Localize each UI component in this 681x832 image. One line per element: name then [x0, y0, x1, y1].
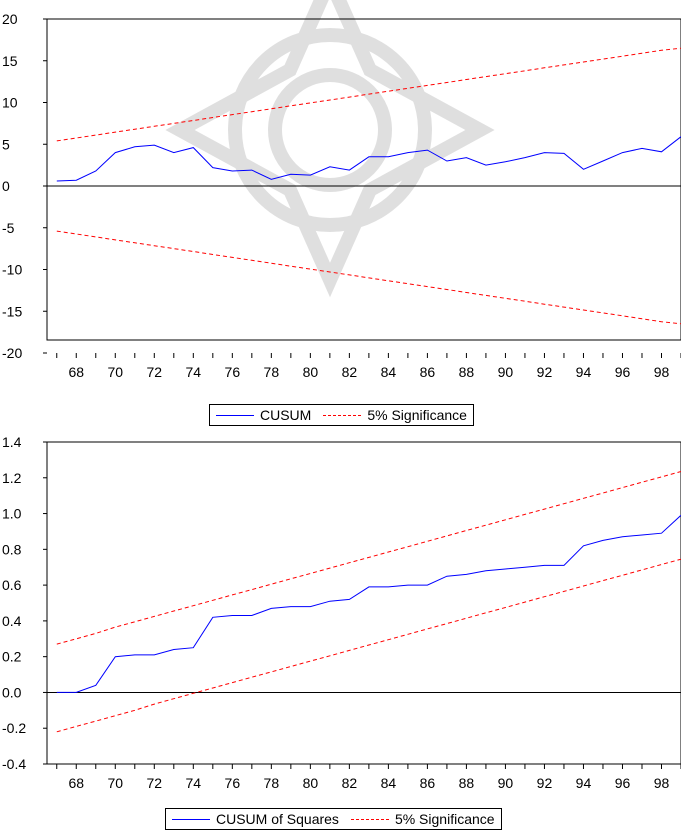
legend-label-significance: 5% Significance — [367, 407, 467, 423]
series-line-1 — [56, 471, 681, 645]
x-tick-label: 70 — [107, 775, 123, 791]
cusum-squares-chart: 1.4 1.2 1.0 0.8 0.6 0.4 0.2 0.0 -0.2 -0.4 68 70 72 74… — [0, 430, 681, 830]
series-line-0 — [56, 136, 681, 182]
x-tick-label: 82 — [342, 364, 358, 380]
x-tick-label: 76 — [225, 364, 241, 380]
x-tick-label: 84 — [381, 364, 397, 380]
y-tick-label: -0.4 — [2, 756, 26, 772]
x-tick-label: 68 — [68, 364, 84, 380]
x-tick-label: 96 — [615, 364, 631, 380]
series-line-0 — [56, 514, 681, 693]
x-tick-label: 78 — [264, 775, 280, 791]
y-tick-label: 15 — [2, 53, 18, 69]
x-tick-label: 80 — [303, 775, 319, 791]
x-tick-label: 92 — [537, 775, 553, 791]
x-tick-label: 86 — [420, 364, 436, 380]
legend-swatch-significance — [350, 818, 389, 820]
x-tick-label: 94 — [576, 364, 592, 380]
y-tick-label: -0.2 — [2, 720, 26, 736]
x-tick-label: 92 — [537, 364, 553, 380]
y-tick-label: 0.0 — [2, 684, 22, 700]
plot-frame — [46, 441, 681, 765]
x-tick-label: 82 — [342, 775, 358, 791]
y-tick-label: 0.2 — [2, 649, 22, 665]
x-tick-label: 88 — [459, 775, 475, 791]
y-tick-label: 20 — [2, 11, 18, 27]
legend-label-cusum: CUSUM — [260, 407, 312, 423]
legend-swatch-cusum — [216, 414, 254, 416]
x-tick-label: 72 — [147, 775, 163, 791]
y-tick-label: -10 — [2, 262, 22, 278]
y-tick-label: -20 — [2, 345, 22, 361]
y-tick-label: -5 — [2, 220, 15, 236]
x-tick-label: 74 — [186, 364, 202, 380]
x-tick-label: 78 — [264, 364, 280, 380]
x-tick-label: 98 — [654, 364, 670, 380]
series-line-1 — [56, 47, 681, 142]
legend-swatch-cusum-squares — [172, 818, 210, 820]
legend-swatch-significance — [323, 414, 362, 416]
x-tick-label: 98 — [654, 775, 670, 791]
y-tick-label: 1.2 — [2, 470, 22, 486]
cusum-plot: 20 15 10 5 0 -5 -10 -15 -20 68 70 72 74 76 78 80 82 84 86 8… — [2, 11, 681, 380]
cusum-legend: CUSUM 5% Significance — [209, 404, 474, 426]
x-tick-label: 76 — [225, 775, 241, 791]
x-tick-label: 90 — [498, 775, 514, 791]
plot-frame — [46, 18, 681, 341]
x-tick-label: 70 — [107, 364, 123, 380]
y-tick-label: 0.6 — [2, 577, 22, 593]
x-tick-label: 96 — [615, 775, 631, 791]
y-tick-label: 0.8 — [2, 541, 22, 557]
x-tick-label: 90 — [498, 364, 514, 380]
y-tick-label: 5 — [2, 136, 10, 152]
x-tick-label: 68 — [68, 775, 84, 791]
y-tick-label: 1.4 — [2, 434, 22, 450]
series-line-2 — [56, 230, 681, 325]
legend-label-significance: 5% Significance — [394, 811, 495, 827]
y-tick-label: 0 — [2, 178, 10, 194]
x-tick-label: 72 — [147, 364, 163, 380]
cusum-chart: 20 15 10 5 0 -5 -10 -15 -20 68 70 72 74 76 78 80 82 84 86 8… — [0, 0, 681, 426]
x-tick-label: 88 — [459, 364, 475, 380]
y-tick-label: 1.0 — [2, 506, 22, 522]
y-tick-label: 0.4 — [2, 613, 22, 629]
x-tick-label: 80 — [303, 364, 319, 380]
cusum-squares-plot: 1.4 1.2 1.0 0.8 0.6 0.4 0.2 0.0 -0.2 -0.4 68 70 72 74… — [2, 434, 681, 791]
legend-label-cusum-squares: CUSUM of Squares — [216, 811, 339, 827]
x-tick-label: 86 — [420, 775, 436, 791]
series-line-2 — [56, 558, 681, 733]
x-tick-label: 84 — [381, 775, 397, 791]
y-tick-label: 10 — [2, 95, 18, 111]
x-tick-label: 74 — [186, 775, 202, 791]
x-tick-label: 94 — [576, 775, 592, 791]
y-tick-label: -15 — [2, 303, 22, 319]
cusum-squares-legend: CUSUM of Squares 5% Significance — [165, 808, 502, 830]
